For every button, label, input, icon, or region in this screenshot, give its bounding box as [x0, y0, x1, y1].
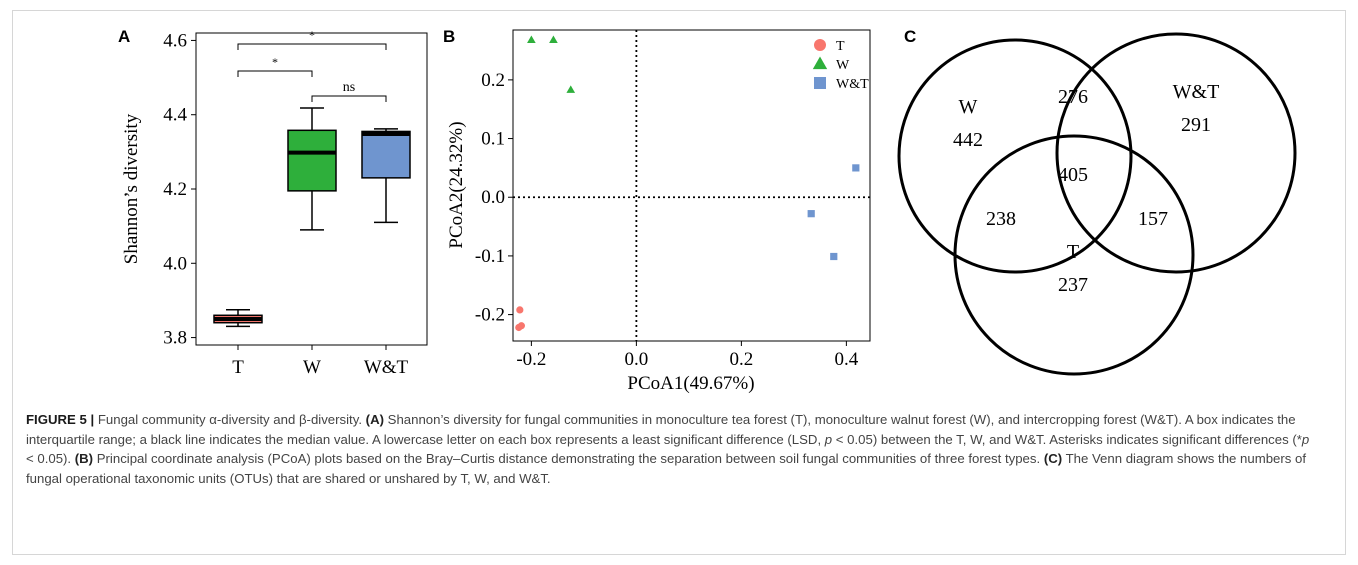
panel-b-x-tick-label: 0.0	[625, 349, 649, 370]
legend-key-T	[814, 39, 826, 51]
panel-a-y-ticks: 3.8 4.0 4.2 4.4 4.6	[163, 30, 196, 349]
panel-a-y-tick-label: 4.4	[163, 105, 187, 126]
venn-count-w-wt: 276	[1058, 86, 1088, 108]
panel-a-boxes	[213, 107, 411, 328]
panel-label-c: C	[904, 27, 916, 46]
panel-b-y-ticks: -0.2 -0.1 0.0 0.1 0.2	[475, 70, 513, 326]
point-W	[549, 35, 558, 44]
panel-b: B PCoA2(24.32%) PCoA1(49.67%) -0.2 -0.1 0.…	[443, 27, 871, 394]
caption-text-1: Fungal community α-diversity and β-diver…	[94, 412, 366, 427]
panel-a-significance: * * ns	[237, 28, 387, 102]
legend-key-W	[812, 56, 828, 70]
venn-circle-t	[953, 134, 1195, 376]
legend-label-W: W	[836, 58, 850, 73]
panel-a-y-tick-label: 3.8	[163, 328, 187, 349]
panel-b-x-tick-label: 0.2	[730, 349, 754, 370]
panel-a-x-ticks: T W W&T	[232, 345, 409, 378]
point-W	[527, 35, 536, 44]
point-WT	[852, 164, 860, 172]
panel-b-y-tick-label: -0.2	[475, 305, 505, 326]
panel-c: C W 442 W&T 291 T 237 276 405 238 157	[897, 27, 1297, 376]
panel-b-x-ticks: -0.2 0.0 0.2 0.4	[516, 341, 859, 370]
venn-count-wt-t: 157	[1138, 208, 1168, 230]
significance-bracket	[237, 43, 387, 50]
box-WT	[361, 130, 411, 179]
caption-p-symbol-1: p	[824, 431, 833, 447]
caption-figure-label: FIGURE 5 |	[26, 412, 95, 427]
legend-label-WT: W&T	[836, 77, 869, 92]
figure-caption: FIGURE 5 | Fungal community α-diversity …	[26, 410, 1316, 488]
venn-count-all: 405	[1058, 164, 1088, 186]
panel-b-frame	[512, 29, 871, 342]
caption-text-4: < 0.05).	[26, 451, 75, 467]
panel-b-y-tick-label: 0.0	[481, 187, 505, 208]
panel-a-y-tick-label: 4.6	[163, 30, 187, 51]
caption-text-3: < 0.05) between the T, W, and W&T. Aster…	[832, 431, 1302, 447]
venn-count-w-t: 238	[986, 208, 1016, 230]
panel-b-x-tick-label: 0.4	[835, 349, 859, 370]
panel-b-x-axis-label: PCoA1(49.67%)	[627, 373, 754, 394]
significance-label: *	[309, 28, 315, 42]
panel-b-y-tick-label: -0.1	[475, 246, 505, 267]
venn-circle-w	[897, 38, 1133, 274]
point-WT	[830, 252, 838, 261]
caption-text-2: Shannon’s diversity for fungal communiti…	[26, 412, 1296, 447]
legend-key-WT	[814, 77, 826, 89]
panel-a-y-axis-label: Shannon’s diversity	[121, 113, 142, 264]
panel-a-x-tick-label: W	[303, 357, 321, 378]
caption-text-6: The Venn diagram shows the numbers of fu…	[26, 451, 1307, 486]
point-T	[516, 306, 524, 314]
panel-label-b: B	[443, 27, 455, 46]
significance-bracket	[311, 95, 387, 102]
point-T	[517, 322, 526, 330]
legend-label-T: T	[836, 39, 845, 54]
panel-b-y-tick-label: 0.1	[481, 129, 505, 150]
venn-circle-wt	[1055, 32, 1297, 274]
panel-a-y-tick-label: 4.2	[163, 179, 187, 200]
venn-set-label-w: W	[959, 96, 978, 118]
panel-b-x-tick-label: -0.2	[516, 349, 546, 370]
panel-b-y-tick-label: 0.2	[481, 70, 505, 91]
figure-frame	[12, 10, 1346, 555]
panel-a: A Shannon’s diversity 3.8 4.0 4.2 4.4 4.6 T W…	[118, 27, 428, 378]
panel-a-x-tick-label: W&T	[364, 357, 409, 378]
panel-b-reference-lines	[513, 30, 870, 341]
significance-label: *	[272, 55, 278, 69]
significance-label: ns	[343, 80, 355, 95]
venn-count-w-only: 442	[953, 129, 983, 151]
venn-set-label-t: T	[1067, 241, 1079, 263]
caption-label-a: (A)	[365, 412, 384, 427]
panel-a-y-tick-label: 4.0	[163, 253, 187, 274]
significance-bracket	[237, 70, 313, 77]
panel-label-a: A	[118, 27, 130, 46]
venn-count-wt-only: 291	[1181, 114, 1211, 136]
panel-b-y-axis-label: PCoA2(24.32%)	[446, 121, 467, 248]
point-WT	[807, 210, 815, 218]
venn-count-t-only: 237	[1058, 274, 1088, 296]
caption-label-c: (C)	[1043, 451, 1063, 467]
panel-a-x-tick-label: T	[232, 357, 244, 378]
venn-set-label-wt: W&T	[1173, 81, 1220, 103]
point-W	[566, 85, 576, 93]
panel-b-points	[515, 35, 860, 332]
caption-p-symbol-2: p	[1301, 431, 1310, 447]
caption-text-5: Principal coordinate analysis (PCoA) plo…	[93, 451, 1044, 467]
panel-b-legend: TW W&T	[812, 39, 869, 92]
caption-label-b: (B)	[74, 451, 94, 467]
box-W	[287, 129, 337, 192]
